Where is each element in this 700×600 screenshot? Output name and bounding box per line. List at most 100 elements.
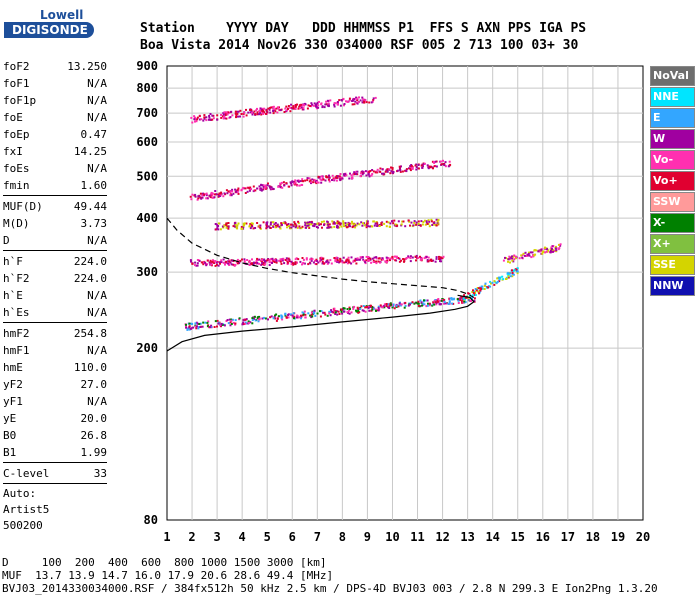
echo-point <box>244 187 247 190</box>
echo-point <box>330 262 333 265</box>
echo-point <box>474 291 477 294</box>
echo-point <box>412 224 415 227</box>
echo-point <box>395 256 398 259</box>
echo-point <box>290 106 293 109</box>
echo-point <box>372 220 375 223</box>
echo-point <box>341 261 344 264</box>
echo-point <box>428 225 431 228</box>
echo-point <box>295 104 297 106</box>
echo-point <box>483 288 486 290</box>
echo-point <box>249 321 252 324</box>
echo-point <box>190 116 193 119</box>
echo-point <box>324 313 327 316</box>
echo-point <box>225 226 228 229</box>
echo-point <box>526 253 529 256</box>
echo-point <box>516 272 519 275</box>
echo-point <box>341 312 344 315</box>
echo-point <box>410 167 412 170</box>
param-row: yF1 N/A <box>3 393 107 410</box>
param-name: yF1 <box>3 395 23 408</box>
echo-point <box>398 257 401 260</box>
echo-point <box>251 322 254 325</box>
param-row: hmE 110.0 <box>3 359 107 376</box>
echo-point <box>302 261 305 264</box>
echo-point <box>524 254 526 257</box>
echo-point <box>474 294 477 296</box>
echo-point <box>201 196 204 199</box>
echo-point <box>339 257 342 260</box>
legend-item-w: W <box>650 129 695 149</box>
echo-point <box>194 261 197 264</box>
echo-point <box>216 263 218 266</box>
echo-point <box>436 300 439 303</box>
echo-point <box>302 108 305 111</box>
echo-point <box>388 225 391 228</box>
echo-point <box>211 196 214 199</box>
echo-point <box>195 120 198 123</box>
echo-point <box>283 262 286 265</box>
echo-point <box>336 225 339 228</box>
echo-point <box>410 164 413 166</box>
echo-point <box>320 223 322 226</box>
echo-point <box>214 193 216 196</box>
echo-point <box>216 114 219 117</box>
echo-point <box>286 109 289 112</box>
echo-point <box>196 322 199 325</box>
x-tick-label: 9 <box>364 530 371 544</box>
echo-point <box>203 117 206 120</box>
echo-point <box>377 306 380 309</box>
echo-point <box>294 182 297 184</box>
echo-point <box>387 257 390 259</box>
echo-point <box>232 225 235 228</box>
echo-point <box>205 116 208 119</box>
echo-point <box>316 102 319 105</box>
param-name: foEp <box>3 128 30 141</box>
echo-point <box>272 112 275 115</box>
echo-point <box>507 276 510 279</box>
echo-point <box>284 259 287 261</box>
echo-point <box>245 108 247 111</box>
echo-point <box>448 300 451 303</box>
echo-point <box>222 112 225 115</box>
echo-point <box>260 183 263 186</box>
echo-point <box>333 103 336 106</box>
echo-point <box>461 301 464 304</box>
echo-point <box>434 301 437 304</box>
echo-point <box>264 317 267 320</box>
echo-point <box>388 307 391 309</box>
echo-point <box>251 222 254 225</box>
echo-point <box>370 261 373 264</box>
param-row: h`F 224.0 <box>3 253 107 270</box>
echo-point <box>342 97 345 100</box>
echo-point <box>228 318 231 321</box>
echo-point <box>318 223 321 226</box>
param-row: D N/A <box>3 232 107 249</box>
echo-point <box>416 302 419 305</box>
echo-point <box>397 220 400 223</box>
param-row: h`Es N/A <box>3 304 107 321</box>
echo-point <box>439 256 442 259</box>
param-name: yF2 <box>3 378 23 391</box>
echo-point <box>300 103 303 106</box>
echo-point <box>272 317 275 320</box>
echo-point <box>403 306 406 309</box>
echo-point <box>551 245 554 248</box>
echo-point <box>420 301 423 304</box>
echo-point <box>216 319 219 322</box>
echo-point <box>316 222 319 225</box>
echo-point <box>440 163 443 166</box>
echo-point <box>247 111 250 114</box>
echo-point <box>197 195 200 198</box>
param-name: MUF(D) <box>3 200 43 213</box>
echo-point <box>279 260 282 263</box>
echo-point <box>353 223 356 226</box>
echo-point <box>389 259 391 262</box>
echo-point <box>259 112 262 114</box>
echo-point <box>211 118 214 121</box>
echo-point <box>414 164 417 167</box>
echo-point <box>320 256 323 259</box>
echo-point <box>319 259 322 262</box>
echo-point <box>385 261 388 263</box>
echo-point <box>336 259 339 261</box>
echo-point <box>265 187 267 190</box>
